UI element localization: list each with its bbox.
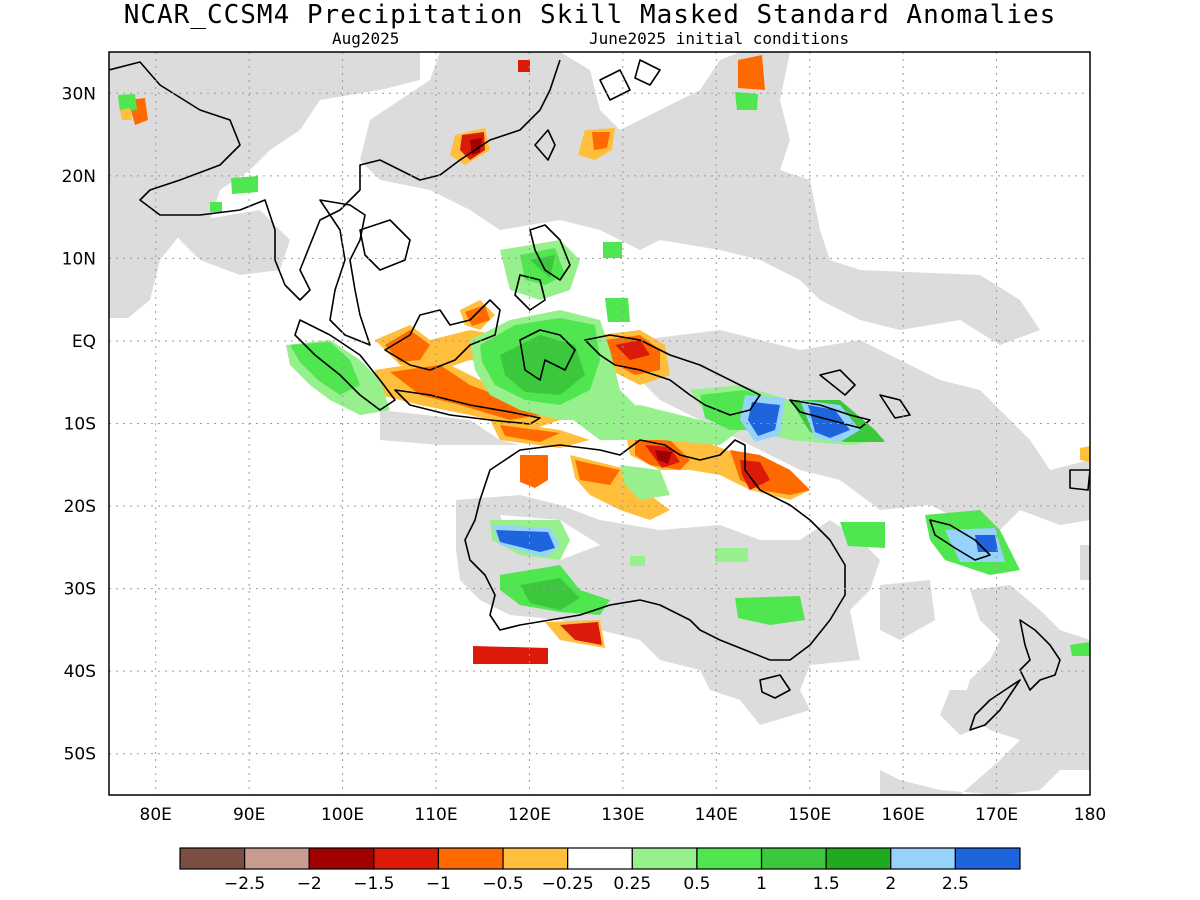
lon-tick-label: 130E <box>601 805 644 825</box>
lon-tick-label: 110E <box>414 805 457 825</box>
longitude-tick-labels: 80E 90E 100E 110E 120E 130E 140E 150E 160E 170E 18… <box>140 805 1107 825</box>
lon-tick-label: 180 <box>1074 805 1106 825</box>
latitude-tick-labels: 30N 20N 10N EQ 10S 20S 30S 40S 50S <box>62 84 96 764</box>
colorbar-swatch <box>308 847 375 870</box>
colorbar-label: −1.5 <box>353 874 394 894</box>
lon-tick-label: 160E <box>882 805 925 825</box>
lon-tick-label: 140E <box>695 805 738 825</box>
lat-tick-label: 40S <box>64 662 96 682</box>
lon-tick-label: 90E <box>233 805 265 825</box>
lat-tick-label: 30S <box>64 580 96 600</box>
colorbar-swatch <box>567 847 633 870</box>
lat-tick-label: 10S <box>64 415 96 435</box>
colorbar-label: 2 <box>885 874 896 894</box>
colorbar-label: 2.5 <box>942 874 969 894</box>
colorbar-label: 1.5 <box>813 874 840 894</box>
colorbar-swatch <box>890 847 956 870</box>
colorbar-label: −0.5 <box>482 874 523 894</box>
lat-tick-label: EQ <box>72 332 96 352</box>
colorbar-label: −1 <box>426 874 451 894</box>
lat-tick-label: 10N <box>62 249 96 269</box>
lat-tick-label: 30N <box>62 84 96 104</box>
colorbar-swatch <box>502 847 569 870</box>
plot-frame <box>108 51 1091 796</box>
lat-tick-label: 50S <box>64 745 96 765</box>
colorbar-swatch <box>954 847 1021 870</box>
colorbar-swatch <box>437 847 504 870</box>
colorbar-swatch <box>373 847 440 870</box>
lon-tick-label: 150E <box>788 805 831 825</box>
colorbar-swatch <box>244 847 310 870</box>
colorbar-label: 1 <box>756 874 767 894</box>
colorbar-swatch <box>760 847 827 870</box>
lon-tick-label: 170E <box>975 805 1018 825</box>
colorbar-label: 0.25 <box>613 874 651 894</box>
colorbar-swatch <box>179 847 246 870</box>
colorbar-swatch <box>631 847 698 870</box>
lat-tick-label: 20N <box>62 167 96 187</box>
init-conditions-label: June2025 initial conditions <box>589 29 850 48</box>
colorbar-label: −2.5 <box>224 874 265 894</box>
lon-tick-label: 120E <box>508 805 551 825</box>
target-month-label: Aug2025 <box>332 29 400 48</box>
lat-tick-label: 20S <box>64 497 96 517</box>
colorbar-label: 0.5 <box>683 874 710 894</box>
map-title: NCAR_CCSM4 Precipitation Skill Masked St… <box>123 0 1057 30</box>
grid-layer <box>109 52 1090 795</box>
colorbar-swatch <box>825 847 892 870</box>
colorbar: −2.5 −2 −1.5 −1 −0.5 −0.25 0.25 0.5 1 1.5 2 2.5 <box>179 847 1021 894</box>
colorbar-swatch <box>696 847 763 870</box>
lon-tick-label: 100E <box>321 805 364 825</box>
colorbar-label: −0.25 <box>542 874 594 894</box>
lon-tick-label: 80E <box>140 805 172 825</box>
colorbar-label: −2 <box>297 874 322 894</box>
